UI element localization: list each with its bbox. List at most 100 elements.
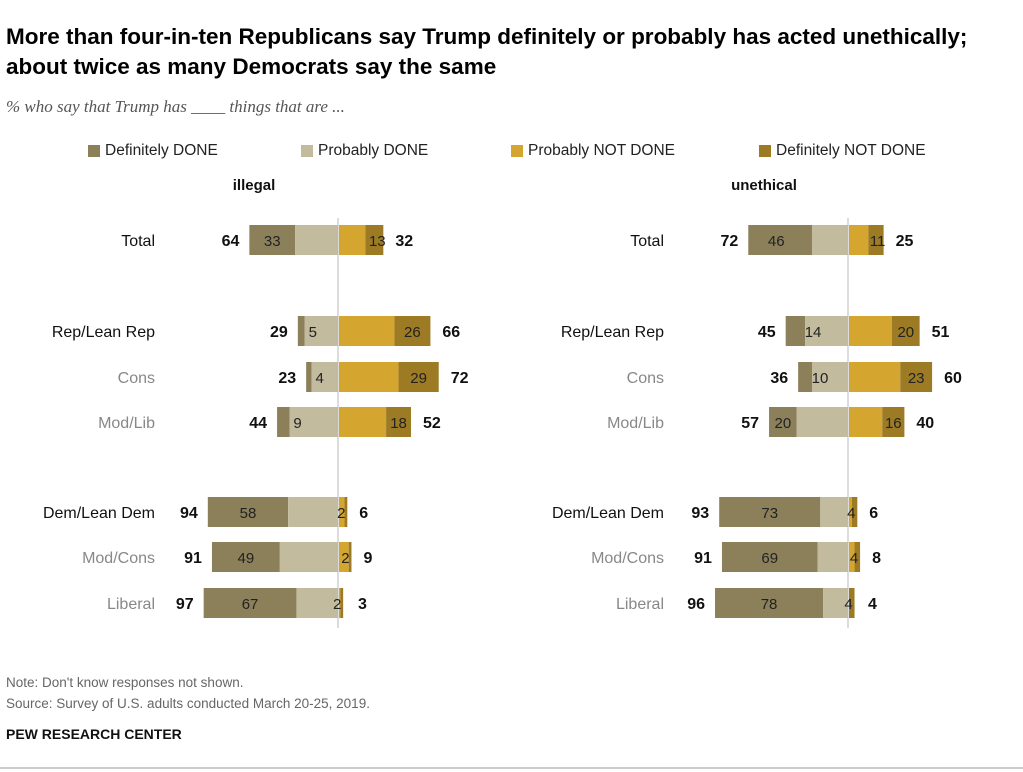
bar-definitely-not-done <box>891 316 920 346</box>
bar-definitely-done <box>207 497 289 527</box>
bar-probably-not-done <box>849 542 855 572</box>
legend-swatch <box>511 145 523 157</box>
label-net-not-done: 52 <box>423 415 441 432</box>
legend-label: Probably DONE <box>318 142 429 159</box>
row-label: Rep/Lean Rep <box>561 324 664 341</box>
bar-definitely-done <box>748 225 812 255</box>
label-net-not-done: 72 <box>451 370 469 387</box>
bar-definitely-not-done <box>849 588 855 618</box>
label-net-not-done: 8 <box>872 550 881 567</box>
label-definitely-done: 4 <box>316 370 324 387</box>
label-net-not-done: 32 <box>395 233 413 250</box>
label-net-not-done: 4 <box>868 596 877 613</box>
legend-definitely-not-done: Definitely NOT DONE <box>759 142 926 160</box>
label-net-done: 57 <box>741 415 759 432</box>
label-definitely-done: 9 <box>293 415 301 432</box>
label-net-not-done: 9 <box>363 550 372 567</box>
label-net-not-done: 6 <box>359 505 368 522</box>
bar-probably-not-done <box>339 407 387 437</box>
label-net-done: 91 <box>694 550 712 567</box>
label-net-not-done: 40 <box>916 415 934 432</box>
bar-definitely-not-done <box>851 497 858 527</box>
bar-probably-not-done <box>339 542 349 572</box>
bar-probably-done <box>805 316 848 346</box>
bar-definitely-not-done <box>882 407 905 437</box>
label-definitely-not-done: 29 <box>410 370 427 387</box>
legend-swatch <box>88 145 100 157</box>
legend-probably-not-done: Probably NOT DONE <box>511 142 675 160</box>
label-definitely-not-done: 2 <box>337 505 345 522</box>
label-definitely-done: 5 <box>309 324 317 341</box>
label-definitely-done: 46 <box>768 233 785 250</box>
chart-subtitle: % who say that Trump has ____ things tha… <box>6 97 345 116</box>
row-label: Mod/Lib <box>607 415 664 432</box>
bar-probably-not-done <box>849 316 892 346</box>
label-net-not-done: 66 <box>442 324 460 341</box>
bar-probably-done <box>311 362 338 392</box>
bar-probably-done <box>811 225 848 255</box>
label-definitely-done: 14 <box>805 324 822 341</box>
bar-definitely-done <box>719 497 821 527</box>
legend-label: Definitely DONE <box>105 142 218 159</box>
bar-probably-not-done <box>849 497 852 527</box>
row-label: Dem/Lean Dem <box>552 505 664 522</box>
bar-probably-done <box>295 225 338 255</box>
label-net-done: 94 <box>180 505 198 522</box>
bar-probably-done <box>820 497 848 527</box>
bar-definitely-not-done <box>344 497 348 527</box>
bar-definitely-not-done <box>900 362 933 392</box>
label-definitely-not-done: 26 <box>404 324 421 341</box>
source: Source: Survey of U.S. adults conducted … <box>6 696 370 711</box>
bar-definitely-not-done <box>394 316 431 346</box>
bar-definitely-done <box>798 362 812 392</box>
row-label: Total <box>630 233 664 250</box>
bar-probably-done <box>304 316 338 346</box>
label-definitely-done: 20 <box>775 415 792 432</box>
label-net-done: 91 <box>184 550 202 567</box>
row-label: Cons <box>118 370 155 387</box>
bar-probably-done <box>796 407 848 437</box>
bar-probably-done <box>288 497 338 527</box>
row-label: Liberal <box>616 596 664 613</box>
label-definitely-not-done: 23 <box>908 370 925 387</box>
bar-probably-done <box>279 542 338 572</box>
bar-probably-not-done <box>849 362 901 392</box>
label-net-done: 93 <box>691 505 709 522</box>
label-definitely-done: 67 <box>242 596 259 613</box>
legend-swatch <box>301 145 313 157</box>
label-net-not-done: 51 <box>932 324 950 341</box>
bar-definitely-done <box>297 316 305 346</box>
bar-definitely-not-done <box>348 542 352 572</box>
bar-probably-done <box>811 362 848 392</box>
label-definitely-not-done: 2 <box>341 550 349 567</box>
bar-probably-not-done <box>849 407 883 437</box>
bar-definitely-not-done <box>340 588 344 618</box>
label-definitely-not-done: 2 <box>333 596 341 613</box>
label-definitely-done: 69 <box>761 550 778 567</box>
chart-title: More than four-in-ten Republicans say Tr… <box>6 24 968 79</box>
row-label: Rep/Lean Rep <box>52 324 155 341</box>
bar-probably-done <box>817 542 848 572</box>
bar-definitely-done <box>306 362 312 392</box>
legend-probably-done: Probably DONE <box>301 142 428 160</box>
label-net-done: 23 <box>278 370 296 387</box>
row-label: Mod/Cons <box>591 550 664 567</box>
row-label: Total <box>121 233 155 250</box>
panel-title: unethical <box>731 177 797 194</box>
row-label: Cons <box>627 370 664 387</box>
label-net-done: 97 <box>176 596 194 613</box>
legend-definitely-done: Definitely DONE <box>88 142 218 160</box>
label-definitely-done: 49 <box>238 550 255 567</box>
label-net-not-done: 3 <box>358 596 367 613</box>
bar-definitely-not-done <box>386 407 412 437</box>
bar-probably-not-done <box>849 225 869 255</box>
label-definitely-done: 58 <box>240 505 257 522</box>
label-definitely-done: 33 <box>264 233 281 250</box>
label-net-done: 64 <box>222 233 240 250</box>
bar-definitely-done <box>721 542 818 572</box>
legend-label: Probably NOT DONE <box>528 142 676 159</box>
label-definitely-not-done: 4 <box>847 505 855 522</box>
label-definitely-not-done: 4 <box>850 550 858 567</box>
